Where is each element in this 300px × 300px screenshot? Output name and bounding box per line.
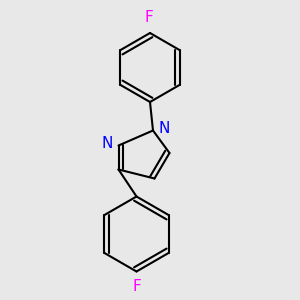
Text: F: F [144,11,153,26]
Text: N: N [158,121,170,136]
Text: F: F [132,279,141,294]
Text: N: N [102,136,113,152]
